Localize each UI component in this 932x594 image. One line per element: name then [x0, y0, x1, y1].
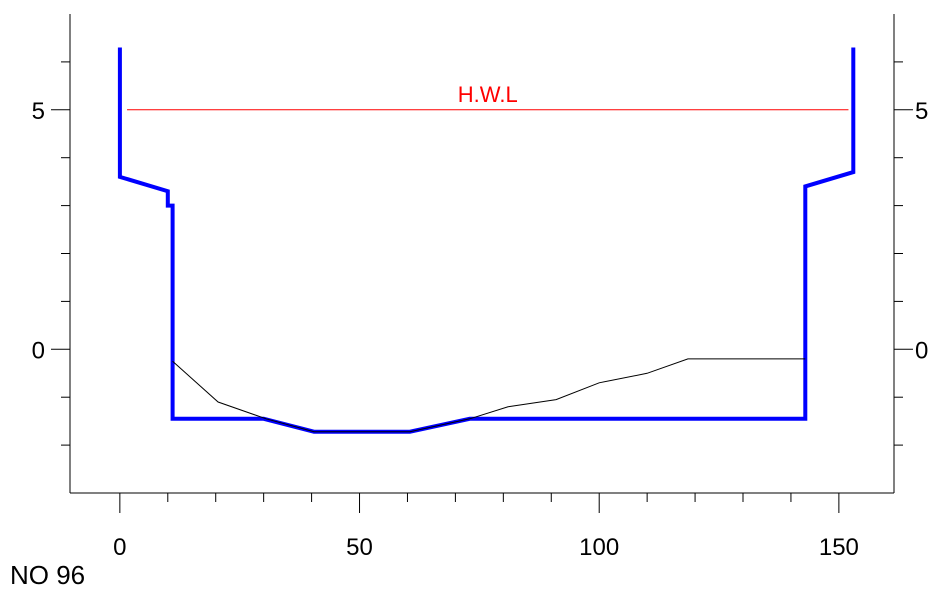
y-right-tick-label: 0	[915, 337, 928, 364]
y-right-tick-label: 5	[915, 98, 928, 125]
x-tick-label: 0	[113, 534, 126, 561]
hwl-label: H.W.L	[458, 82, 518, 107]
y-left-tick-label: 5	[32, 98, 45, 125]
x-tick-label: 100	[579, 534, 619, 561]
ground-profile-line	[172, 358, 806, 433]
x-tick-label: 150	[819, 534, 859, 561]
y-left-tick-label: 0	[32, 337, 45, 364]
x-tick-label: 50	[346, 534, 373, 561]
section-label: NO 96	[10, 560, 86, 590]
